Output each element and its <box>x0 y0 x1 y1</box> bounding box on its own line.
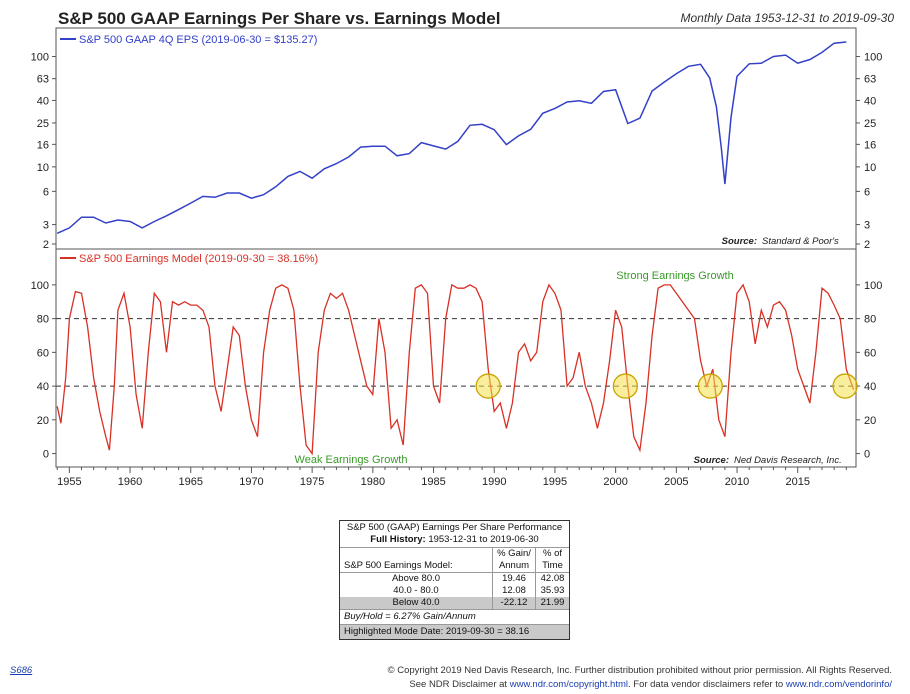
eps-source-label: Source: <box>722 236 757 247</box>
model-col-label: S&P 500 Earnings Model: <box>344 560 453 571</box>
row-gain: 12.08 <box>492 585 535 597</box>
model-legend: S&P 500 Earnings Model (2019-09-30 = 38.… <box>79 253 318 265</box>
model-ytick-label: 40 <box>37 381 49 393</box>
chart-subtitle: Monthly Data 1953-12-31 to 2019-09-30 <box>681 11 895 25</box>
buy-hold-note: Buy/Hold = 6.27% Gain/Annum <box>340 609 569 624</box>
eps-ytick-label-right: 6 <box>864 186 870 198</box>
eps-ytick-label: 3 <box>43 220 49 232</box>
gain-col-head: % Gain/Annum <box>492 548 535 572</box>
row-time: 35.93 <box>535 585 569 597</box>
model-source: Ned Davis Research, Inc. <box>734 455 842 466</box>
xtick-label: 1955 <box>57 476 81 488</box>
mode-date-note: Highlighted Mode Date: 2019-09-30 = 38.1… <box>340 624 569 639</box>
xtick-label: 1970 <box>239 476 263 488</box>
model-ytick-label-right: 40 <box>864 381 876 393</box>
chart-code-link[interactable]: S686 <box>10 665 33 676</box>
row-gain: 19.46 <box>492 573 535 585</box>
eps-ytick-label: 2 <box>43 239 49 251</box>
xtick-label: 2010 <box>725 476 749 488</box>
eps-ytick-label-right: 100 <box>864 52 882 64</box>
eps-legend: S&P 500 GAAP 4Q EPS (2019-06-30 = $135.2… <box>79 34 317 46</box>
weak-growth-annotation: Weak Earnings Growth <box>295 454 408 466</box>
xtick-label: 1980 <box>361 476 385 488</box>
xtick-label: 1975 <box>300 476 324 488</box>
xtick-label: 1990 <box>482 476 506 488</box>
disclaimer-mid: . For data vendor disclaimers refer to <box>627 679 784 690</box>
eps-ytick-label-right: 2 <box>864 239 870 251</box>
time-col-head-1: % of <box>542 548 562 559</box>
table-row: Above 80.0 19.46 42.08 <box>340 572 569 585</box>
eps-ytick-label-right: 10 <box>864 162 876 174</box>
model-ytick-label-right: 60 <box>864 347 876 359</box>
history-label: Full History: <box>370 534 426 545</box>
model-ytick-label-right: 0 <box>864 449 870 461</box>
eps-ytick-label: 100 <box>31 52 49 64</box>
model-series-line <box>56 283 855 456</box>
table-row: Below 40.0 -22.12 21.99 <box>340 597 569 609</box>
xtick-label: 1965 <box>179 476 203 488</box>
gain-col-head-1: % Gain/ <box>497 548 531 559</box>
model-ytick-label: 100 <box>31 280 49 292</box>
eps-ytick-label-right: 25 <box>864 118 876 130</box>
model-ytick-label: 20 <box>37 415 49 427</box>
eps-ytick-label-right: 16 <box>864 139 876 151</box>
eps-ytick-label: 16 <box>37 139 49 151</box>
row-label: Below 40.0 <box>392 597 440 608</box>
footer: S686 © Copyright 2019 Ned Davis Research… <box>0 661 910 694</box>
model-ytick-label: 60 <box>37 347 49 359</box>
model-panel-frame <box>55 248 857 468</box>
model-ytick-label-right: 20 <box>864 415 876 427</box>
xtick-label: 2005 <box>664 476 688 488</box>
highlight-circle <box>697 373 723 399</box>
model-ytick-label: 0 <box>43 449 49 461</box>
row-time: 21.99 <box>535 597 569 609</box>
performance-table-history: Full History: 1953-12-31 to 2019-06-30 <box>340 534 569 546</box>
model-ytick-label: 80 <box>37 314 49 326</box>
model-source-label: Source: <box>694 455 729 466</box>
gain-col-head-2: Annum <box>498 560 530 571</box>
eps-ytick-label: 25 <box>37 118 49 130</box>
eps-source: Standard & Poor's <box>762 236 839 247</box>
vendorinfo-link[interactable]: www.ndr.com/vendorinfo/ <box>785 679 892 690</box>
eps-ytick-label-right: 63 <box>864 74 876 86</box>
eps-panel-frame <box>55 27 857 250</box>
history-range: 1953-12-31 to 2019-06-30 <box>428 534 539 545</box>
eps-ytick-label: 10 <box>37 162 49 174</box>
strong-growth-annotation: Strong Earnings Growth <box>616 270 733 282</box>
time-col-head: % of Time <box>535 548 569 572</box>
highlight-circle <box>832 373 858 399</box>
eps-ytick-label: 63 <box>37 74 49 86</box>
eps-ytick-label-right: 3 <box>864 220 870 232</box>
disclaimer-text: See NDR Disclaimer at www.ndr.com/copyri… <box>409 679 892 690</box>
chart-title: S&P 500 GAAP Earnings Per Share vs. Earn… <box>58 9 500 28</box>
performance-table-title: S&P 500 (GAAP) Earnings Per Share Perfor… <box>346 522 563 533</box>
time-col-head-2: Time <box>542 560 563 571</box>
copyright-link[interactable]: www.ndr.com/copyright.html <box>509 679 628 690</box>
highlight-circle <box>475 373 501 399</box>
eps-series-line <box>56 41 847 234</box>
row-label: 40.0 - 80.0 <box>393 585 439 596</box>
copyright-text: © Copyright 2019 Ned Davis Research, Inc… <box>387 665 892 676</box>
xtick-label: 2000 <box>603 476 627 488</box>
model-ytick-label-right: 100 <box>864 280 882 292</box>
disclaimer-prefix: See NDR Disclaimer at <box>409 679 508 690</box>
chart-figure: S&P 500 GAAP Earnings Per Share vs. Earn… <box>31 9 895 488</box>
row-gain: -22.12 <box>492 597 535 609</box>
xtick-label: 2015 <box>785 476 809 488</box>
row-time: 42.08 <box>535 573 569 585</box>
table-row: 40.0 - 80.0 12.08 35.93 <box>340 585 569 597</box>
eps-ytick-label: 40 <box>37 95 49 107</box>
xtick-label: 1985 <box>421 476 445 488</box>
highlight-circle <box>612 373 638 399</box>
row-label: Above 80.0 <box>391 573 441 584</box>
model-ytick-label-right: 80 <box>864 314 876 326</box>
eps-ytick-label-right: 40 <box>864 95 876 107</box>
xtick-label: 1960 <box>118 476 142 488</box>
eps-ytick-label: 6 <box>43 186 49 198</box>
performance-table-header: S&P 500 (GAAP) Earnings Per Share Perfor… <box>340 521 569 548</box>
xtick-label: 1995 <box>543 476 567 488</box>
performance-table-colheads: S&P 500 Earnings Model: % Gain/Annum % o… <box>340 548 569 572</box>
performance-table: S&P 500 (GAAP) Earnings Per Share Perfor… <box>339 520 570 640</box>
